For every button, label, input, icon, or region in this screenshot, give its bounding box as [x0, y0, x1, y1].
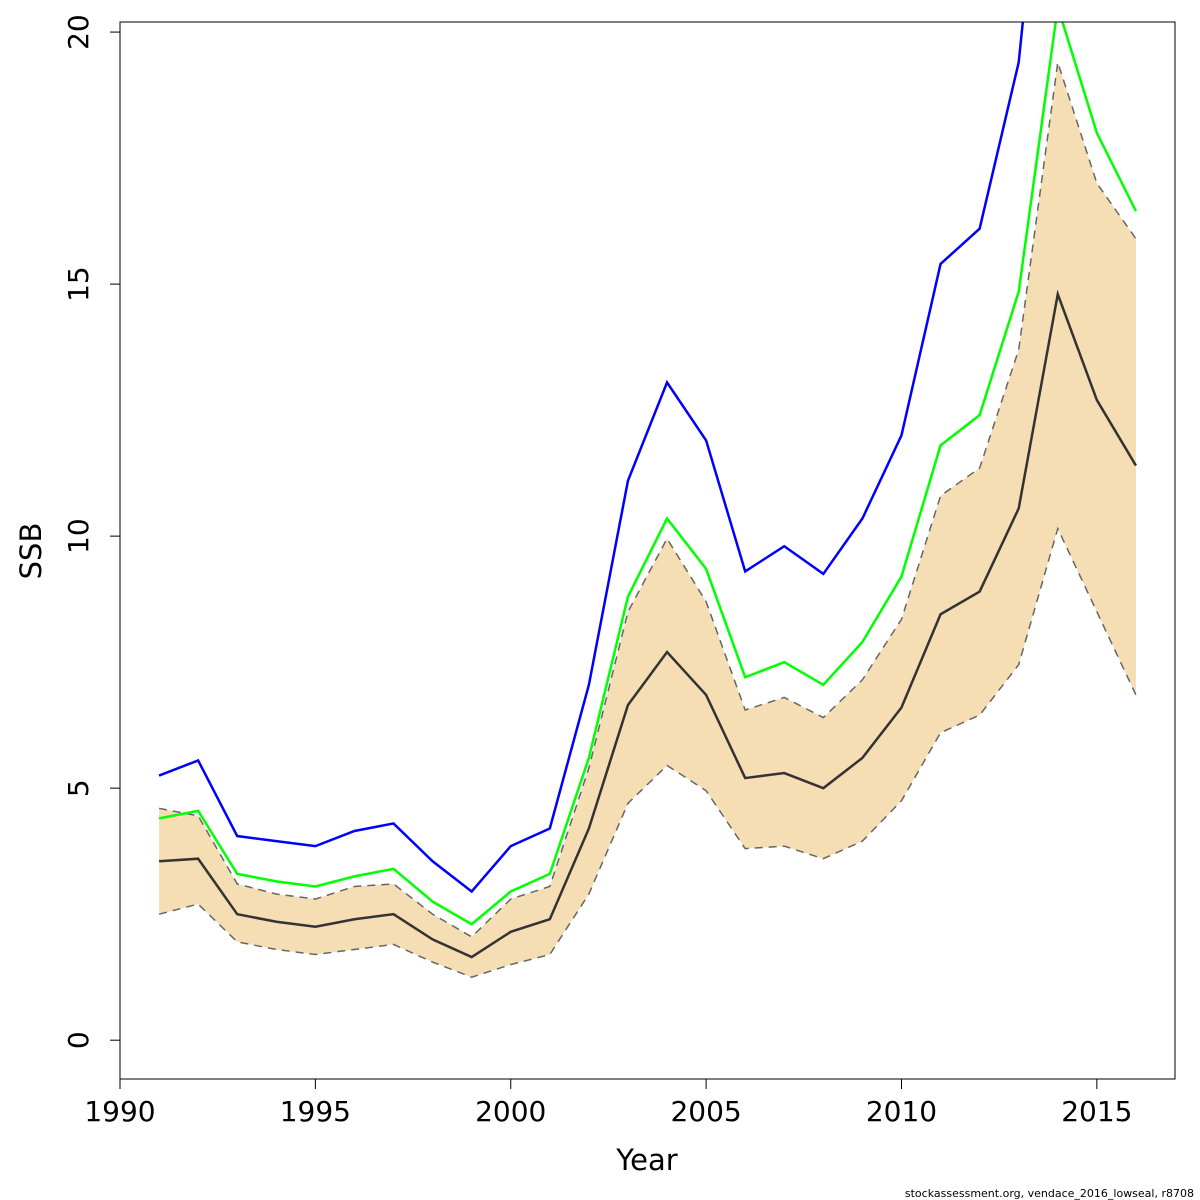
- y-axis-label: SSB: [14, 523, 48, 580]
- series-line: [158, 22, 1025, 894]
- y-tick-label: 5: [62, 779, 95, 797]
- x-tick-label: 2015: [1061, 1095, 1132, 1128]
- x-tick-label: 2005: [670, 1095, 741, 1128]
- y-tick-label: 10: [62, 518, 95, 554]
- footnote: stockassessment.org, vendace_2016_lowsea…: [905, 1187, 1194, 1200]
- y-tick-label: 0: [62, 1031, 95, 1049]
- x-tick-label: 1990: [84, 1095, 155, 1128]
- bound-line: [158, 526, 1137, 978]
- x-tick-label: 2010: [866, 1095, 937, 1128]
- x-tick-label: 1995: [280, 1095, 351, 1128]
- series-line: [158, 289, 1138, 959]
- confidence-band: [159, 62, 1136, 978]
- y-tick-label: 15: [62, 266, 95, 302]
- series-line: [158, 22, 1138, 926]
- bound-line: [158, 62, 1137, 938]
- x-tick-label: 2000: [475, 1095, 546, 1128]
- x-axis-label: Year: [615, 1143, 677, 1177]
- y-tick-label: 20: [62, 14, 95, 50]
- plot-area: [158, 22, 1138, 978]
